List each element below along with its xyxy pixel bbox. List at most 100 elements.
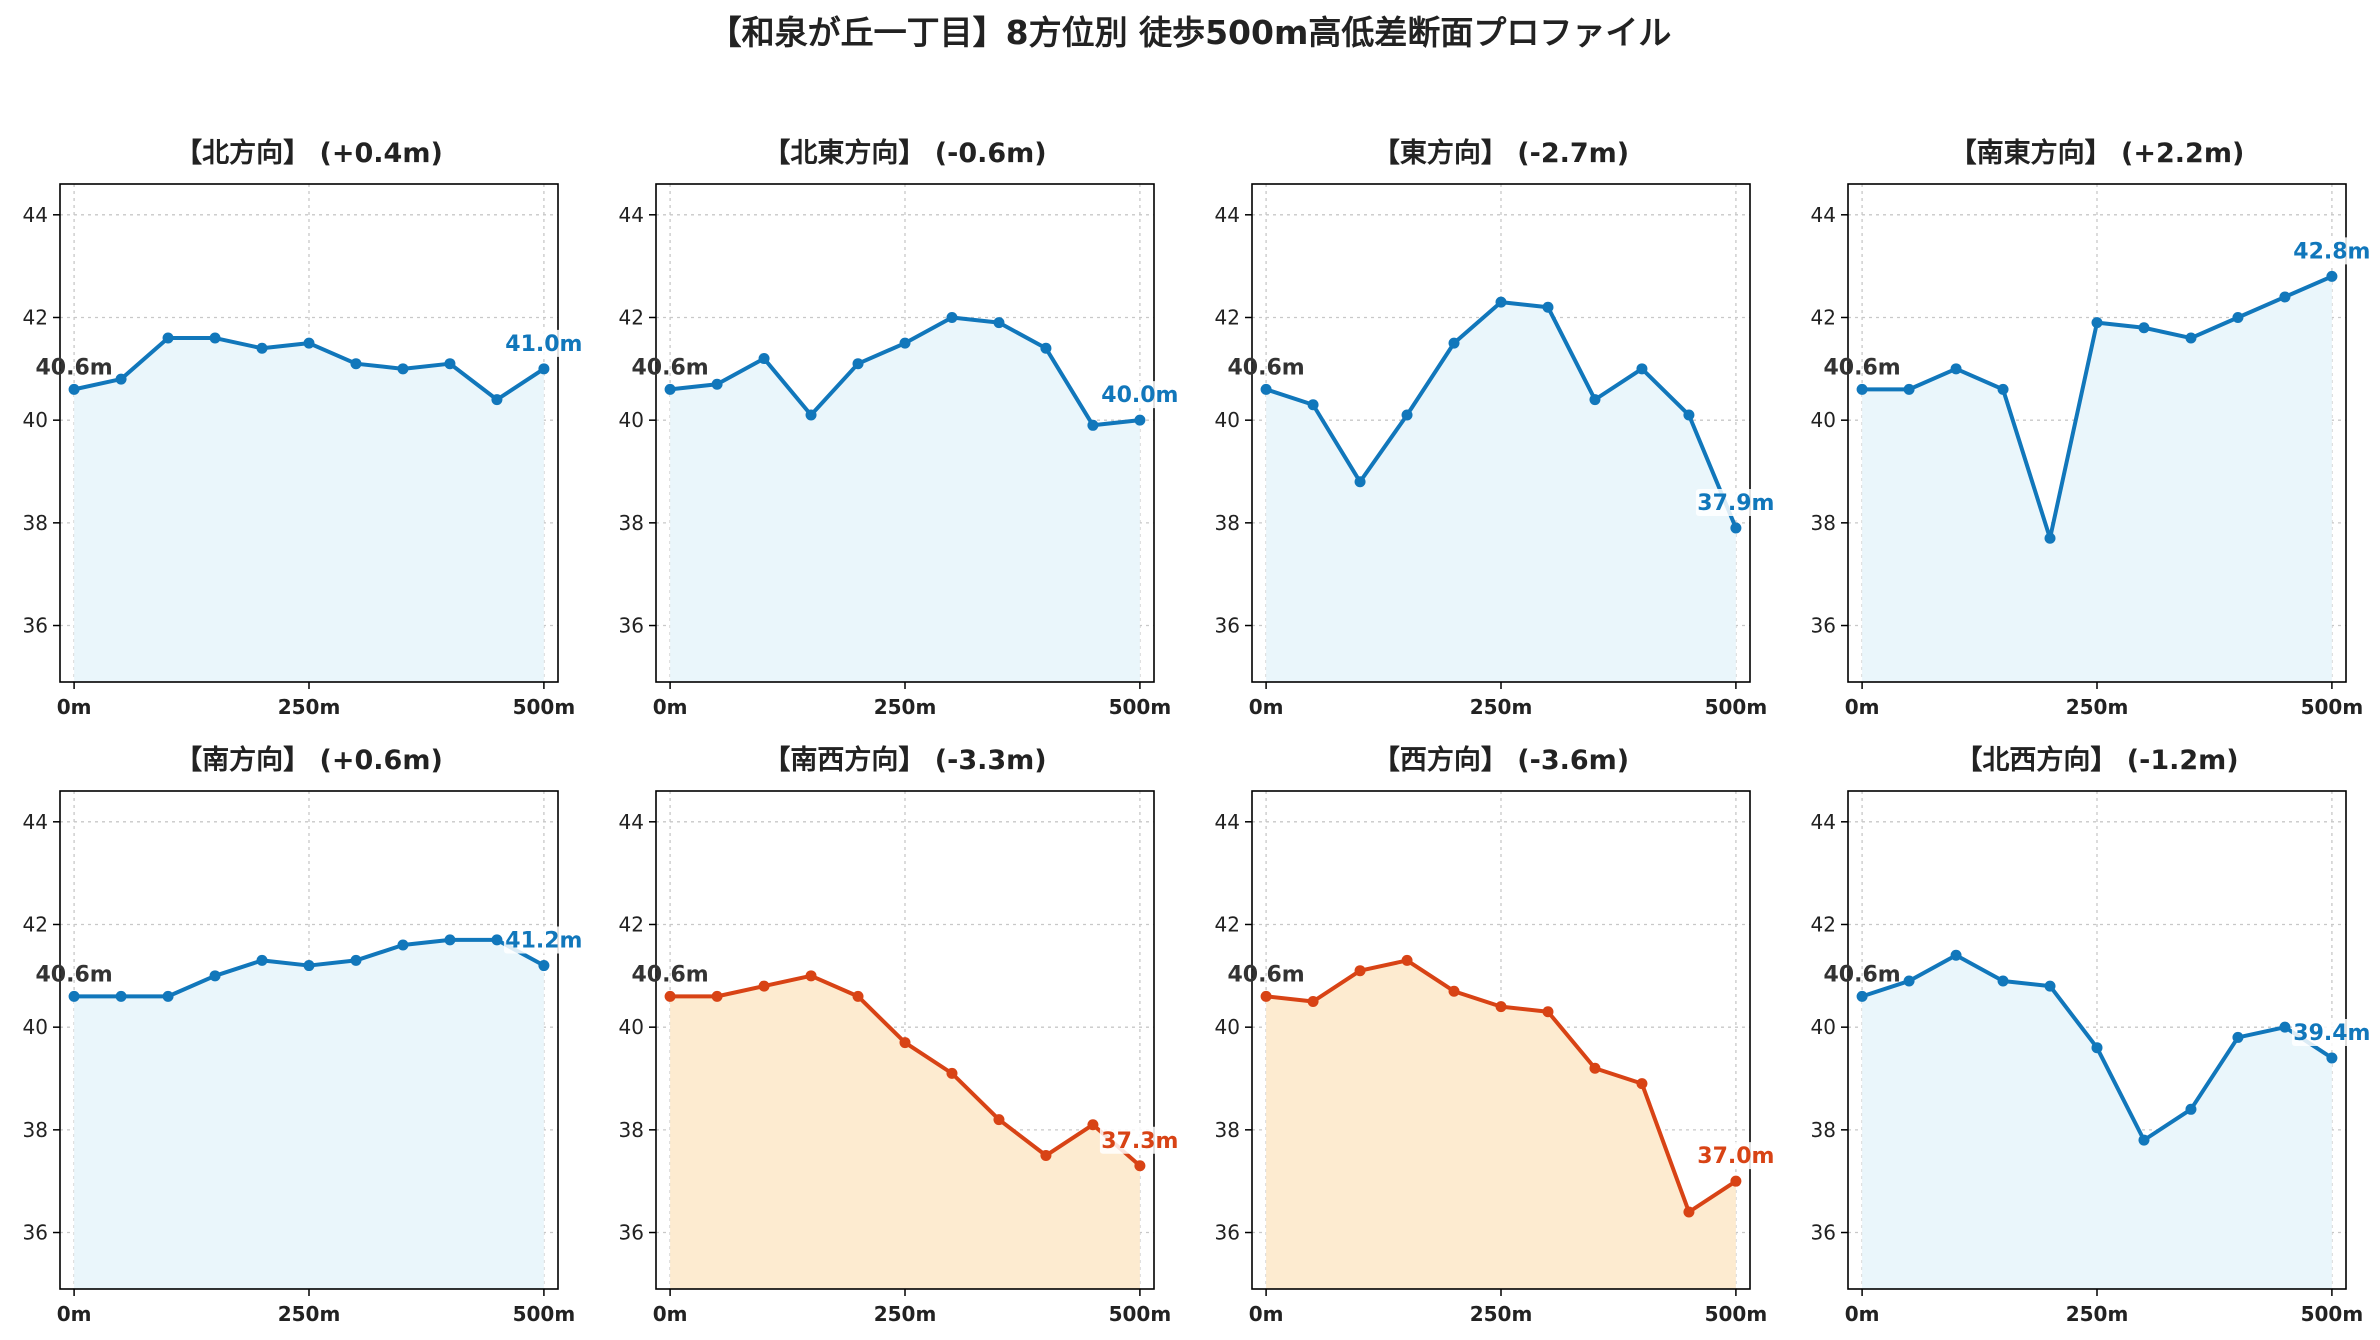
y-tick-label: 44 xyxy=(1215,810,1240,834)
data-point xyxy=(852,990,864,1002)
elevation-area xyxy=(670,317,1140,682)
data-point xyxy=(209,970,221,982)
x-tick-label: 250m xyxy=(1470,1302,1533,1326)
data-point xyxy=(2232,1031,2244,1043)
panel-title: 【北方向】 (+0.4m) xyxy=(175,137,443,169)
data-point xyxy=(1636,1078,1648,1090)
elevation-area xyxy=(1266,960,1736,1289)
y-tick-label: 42 xyxy=(619,912,644,936)
data-point xyxy=(1495,1001,1507,1013)
end-label-background xyxy=(1099,381,1180,409)
x-tick-label: 250m xyxy=(874,1302,937,1326)
data-point xyxy=(758,353,770,365)
panel-3: 【南東方向】 (+2.2m) 36 38 40 42 44 0m 250m 500m 40.6m 4… xyxy=(1811,137,2372,719)
panel-title: 【東方向】 (-2.7m) xyxy=(1373,137,1629,169)
data-point xyxy=(664,383,676,395)
end-elevation-label: 39.4m xyxy=(2293,1021,2370,1046)
data-point xyxy=(1307,399,1319,411)
elevation-area xyxy=(670,975,1140,1289)
data-point xyxy=(1903,383,1915,395)
end-label-background xyxy=(503,329,584,357)
data-point xyxy=(711,378,723,390)
end-elevation-label: 41.0m xyxy=(505,332,582,357)
data-point xyxy=(1903,975,1915,987)
x-tick-label: 0m xyxy=(57,695,92,719)
data-point xyxy=(1087,419,1099,431)
panel-title: 【北西方向】 (-1.2m) xyxy=(1955,744,2238,776)
y-tick-label: 42 xyxy=(23,912,48,936)
y-tick-label: 42 xyxy=(1215,912,1240,936)
data-point xyxy=(1950,363,1962,375)
end-elevation-label: 42.8m xyxy=(2293,239,2370,264)
end-label-background xyxy=(1695,1142,1776,1170)
y-tick-label: 36 xyxy=(1215,1221,1240,1245)
end-label-background xyxy=(2291,1018,2372,1046)
panel-title: 【西方向】 (-3.6m) xyxy=(1373,744,1629,776)
y-tick-label: 44 xyxy=(619,203,644,227)
y-tick-label: 36 xyxy=(1215,614,1240,638)
data-point xyxy=(805,409,817,421)
y-tick-label: 36 xyxy=(619,614,644,638)
data-point xyxy=(1856,990,1868,1002)
data-point xyxy=(993,317,1005,329)
end-label-background xyxy=(503,926,584,954)
data-point xyxy=(1636,363,1648,375)
data-point xyxy=(1087,1119,1099,1131)
data-point xyxy=(758,980,770,992)
y-tick-label: 44 xyxy=(1811,203,1836,227)
y-tick-label: 44 xyxy=(1215,203,1240,227)
panel-grid: 【北方向】 (+0.4m) 36 38 40 42 44 0m 250m 500m 40.6m 41… xyxy=(23,137,2372,1326)
y-tick-label: 42 xyxy=(1811,912,1836,936)
y-tick-label: 44 xyxy=(23,810,48,834)
data-point xyxy=(2279,291,2291,303)
start-elevation-label: 40.6m xyxy=(35,962,112,987)
data-point xyxy=(491,394,503,406)
data-point xyxy=(1997,975,2009,987)
panel-1: 【北東方向】 (-0.6m) 36 38 40 42 44 0m 250m 500m 40.6m 4… xyxy=(619,137,1180,719)
y-tick-label: 42 xyxy=(1811,305,1836,329)
y-tick-label: 36 xyxy=(619,1221,644,1245)
data-point xyxy=(397,939,409,951)
data-point xyxy=(1495,296,1507,308)
data-point xyxy=(993,1114,1005,1126)
panel-6: 【西方向】 (-3.6m) 36 38 40 42 44 0m 250m 500m 40.6m 37… xyxy=(1215,744,1776,1326)
x-tick-label: 0m xyxy=(1845,1302,1880,1326)
x-tick-label: 0m xyxy=(653,1302,688,1326)
data-point xyxy=(350,954,362,966)
data-point xyxy=(1856,383,1868,395)
data-point xyxy=(1542,1006,1554,1018)
data-point xyxy=(115,373,127,385)
x-tick-label: 500m xyxy=(513,695,576,719)
data-point xyxy=(2091,1042,2103,1054)
elevation-area xyxy=(74,939,544,1289)
start-elevation-label: 40.6m xyxy=(631,962,708,987)
data-point xyxy=(538,363,550,375)
data-point xyxy=(2091,317,2103,329)
data-point xyxy=(1307,995,1319,1007)
data-point xyxy=(256,342,268,354)
y-tick-label: 42 xyxy=(1215,305,1240,329)
end-elevation-label: 37.9m xyxy=(1697,491,1774,516)
y-tick-label: 44 xyxy=(23,203,48,227)
end-elevation-label: 41.2m xyxy=(505,929,582,954)
x-tick-label: 250m xyxy=(278,1302,341,1326)
data-point xyxy=(664,990,676,1002)
data-point xyxy=(2185,1103,2197,1115)
elevation-area xyxy=(74,338,544,682)
start-elevation-label: 40.6m xyxy=(631,355,708,380)
data-point xyxy=(1997,383,2009,395)
data-point xyxy=(444,358,456,370)
x-tick-label: 500m xyxy=(1109,695,1172,719)
data-point xyxy=(68,990,80,1002)
panel-title: 【南西方向】 (-3.3m) xyxy=(763,744,1046,776)
start-elevation-label: 40.6m xyxy=(1823,962,1900,987)
x-tick-label: 0m xyxy=(1249,695,1284,719)
y-tick-label: 38 xyxy=(23,511,48,535)
data-point xyxy=(1683,409,1695,421)
y-tick-label: 36 xyxy=(23,1221,48,1245)
data-point xyxy=(1683,1206,1695,1218)
panel-0: 【北方向】 (+0.4m) 36 38 40 42 44 0m 250m 500m 40.6m 41… xyxy=(23,137,584,719)
data-point xyxy=(1448,985,1460,997)
x-tick-label: 0m xyxy=(653,695,688,719)
